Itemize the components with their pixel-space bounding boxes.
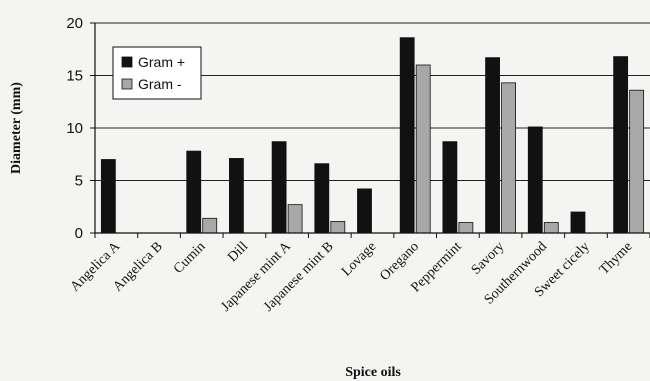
bars xyxy=(100,37,645,234)
legend-swatch-gram-negative xyxy=(121,78,133,90)
bar-gram-positive-12 xyxy=(613,56,629,234)
legend: Gram + Gram - xyxy=(112,46,202,100)
x-axis-title: Spice oils xyxy=(345,365,401,380)
y-tick-label-10: 10 xyxy=(66,120,83,137)
bar-gram-negative-12 xyxy=(629,89,645,234)
bar-gram-negative-2 xyxy=(202,217,218,234)
y-tick-label-5: 5 xyxy=(75,173,83,190)
axes xyxy=(90,22,650,238)
bar-gram-positive-4 xyxy=(271,141,287,234)
bar-gram-negative-8 xyxy=(458,222,474,234)
y-tick-labels: 0 5 10 15 20 xyxy=(66,15,83,242)
y-tick-label-0: 0 xyxy=(75,225,83,242)
y-tick-label-20: 20 xyxy=(66,15,83,32)
bar-gram-negative-10 xyxy=(543,222,559,234)
bar-gram-positive-10 xyxy=(527,126,543,234)
x-tick-label-6: Lovage xyxy=(339,239,379,279)
legend-label-gram-negative: Gram - xyxy=(138,76,182,92)
bar-gram-positive-8 xyxy=(442,141,458,234)
bar-gram-positive-0 xyxy=(100,159,116,234)
x-tick-label-2: Cumin xyxy=(171,239,209,277)
bar-gram-positive-6 xyxy=(357,188,372,234)
legend-label-gram-positive: Gram + xyxy=(138,54,185,70)
bar-gram-negative-7 xyxy=(415,64,431,234)
x-tick-label-12: Thyme xyxy=(597,239,636,278)
bar-gram-negative-5 xyxy=(330,221,346,234)
y-tick-label-15: 15 xyxy=(66,68,83,85)
bar-gram-positive-5 xyxy=(314,163,330,234)
bar-gram-positive-3 xyxy=(229,158,244,234)
y-axis-title: Diameter (mm) xyxy=(9,82,24,174)
x-tick-label-9: Savory xyxy=(469,239,508,278)
bar-gram-positive-9 xyxy=(485,57,500,234)
bar-gram-positive-11 xyxy=(570,211,586,234)
x-tick-label-3: Dill xyxy=(225,239,251,265)
bar-gram-negative-4 xyxy=(287,204,303,234)
bar-gram-negative-9 xyxy=(501,82,516,234)
legend-swatch-gram-positive xyxy=(121,56,133,68)
legend-box xyxy=(112,46,202,100)
bar-gram-positive-7 xyxy=(399,37,415,234)
bar-gram-positive-2 xyxy=(186,150,202,234)
